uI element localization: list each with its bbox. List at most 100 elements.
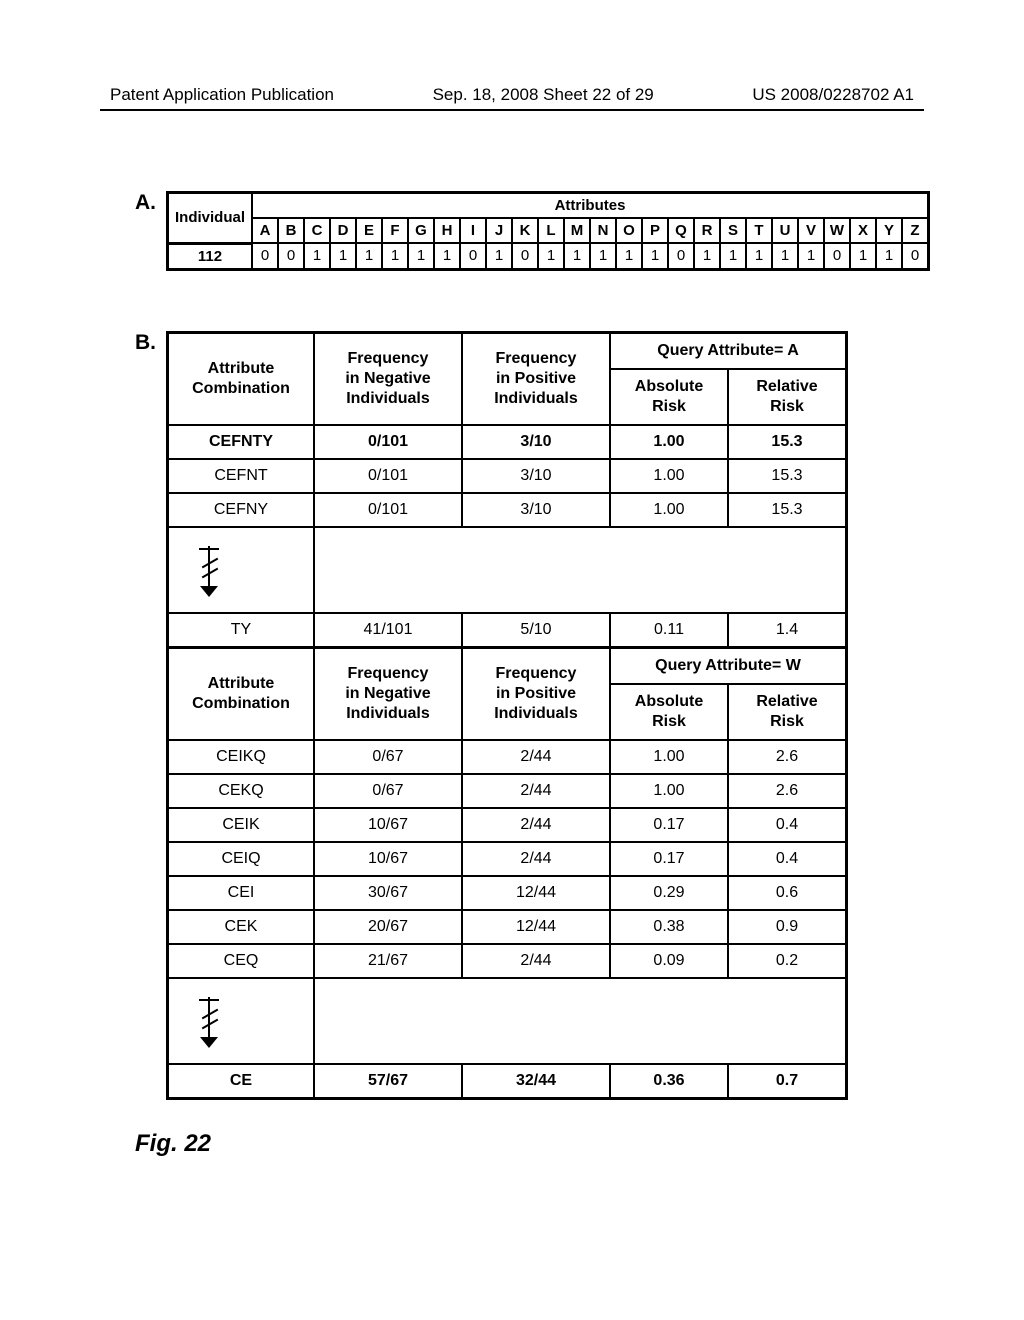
cell-abs: 1.00 [610,459,728,493]
table-row: TY 41/101 5/10 0.11 1.4 [168,613,847,648]
attr-value-cell: 1 [304,243,330,269]
abs-head-text: AbsoluteRisk [635,693,703,730]
attr-value-cell: 1 [772,243,798,269]
col-pos-head-w: Frequencyin PositiveIndividuals [462,647,610,740]
table-row: CEFNY0/1013/101.0015.3 [168,493,847,527]
attr-col-head: J [486,218,512,243]
neg-head-text: Frequencyin NegativeIndividuals [345,665,430,722]
cell-rel: 0.4 [728,842,847,876]
cell-rel: 15.3 [728,459,847,493]
attr-col-head: P [642,218,668,243]
cell-neg: 20/67 [314,910,462,944]
cell-rel: 15.3 [728,493,847,527]
cell-pos: 12/44 [462,910,610,944]
cell-abs: 1.00 [610,740,728,774]
cell-rel: 0.6 [728,876,847,910]
cell-rel: 0.7 [728,1064,847,1099]
table-row: AttributeCombination Frequencyin Negativ… [168,332,847,369]
table-row: Individual Attributes [168,193,929,219]
table-row [168,527,847,613]
cell-combo: CEKQ [168,774,315,808]
table-row: CEFNTY0/1013/101.0015.3 [168,425,847,459]
attr-col-head: M [564,218,590,243]
continuation-arrow-icon [199,997,219,1047]
attr-value-cell: 1 [798,243,824,269]
cell-pos: 2/44 [462,808,610,842]
attr-col-head: X [850,218,876,243]
cell-rel: 1.4 [728,613,847,648]
attr-value-cell: 1 [538,243,564,269]
attr-value-cell: 0 [512,243,538,269]
combo-head-text: AttributeCombination [192,360,290,397]
cell-neg: 10/67 [314,808,462,842]
attr-value-cell: 1 [642,243,668,269]
attr-col-head: F [382,218,408,243]
table-a: Individual Attributes ABCDEFGHIJKLMNOPQR… [166,191,930,271]
attr-value-cell: 1 [564,243,590,269]
attr-value-cell: 1 [746,243,772,269]
cell-neg: 41/101 [314,613,462,648]
individual-id: 112 [168,243,253,269]
section-a: A. Individual Attributes ABCDEFGHIJKLMNO… [135,191,1024,271]
table-row [168,978,847,1064]
cell-neg: 0/101 [314,493,462,527]
rel-head-text: RelativeRisk [756,378,817,415]
cell-pos: 3/10 [462,493,610,527]
cell-pos: 12/44 [462,876,610,910]
attr-col-head: S [720,218,746,243]
attr-value-cell: 1 [434,243,460,269]
cell-abs: 0.17 [610,842,728,876]
cell-neg: 57/67 [314,1064,462,1099]
group-a-body: CEFNTY0/1013/101.0015.3CEFNT0/1013/101.0… [168,425,847,527]
cell-neg: 10/67 [314,842,462,876]
combo-head-text: AttributeCombination [192,675,290,712]
cell-pos: 32/44 [462,1064,610,1099]
attr-value-cell: 1 [382,243,408,269]
cell-neg: 0/101 [314,459,462,493]
col-abs-head-w: AbsoluteRisk [610,684,728,740]
attr-col-head: B [278,218,304,243]
cell-abs: 0.11 [610,613,728,648]
cell-combo: CEIQ [168,842,315,876]
attr-value-cell: 0 [668,243,694,269]
rel-head-text: RelativeRisk [756,693,817,730]
table-row: CEKQ0/672/441.002.6 [168,774,847,808]
table-row: 112 00111111010111110111110110 [168,243,929,269]
attr-col-head: L [538,218,564,243]
cell-pos: 2/44 [462,842,610,876]
attr-col-head: N [590,218,616,243]
cell-combo: CEIKQ [168,740,315,774]
cell-pos: 3/10 [462,459,610,493]
col-combo-head: AttributeCombination [168,332,315,425]
attr-col-head: R [694,218,720,243]
individual-head: Individual [168,193,253,244]
page-header: Patent Application Publication Sep. 18, … [0,0,1024,109]
header-right: US 2008/0228702 A1 [752,85,914,105]
attr-value-cell: 0 [902,243,929,269]
empty-cell [314,527,847,613]
table-row: CEIK10/672/440.170.4 [168,808,847,842]
cell-pos: 5/10 [462,613,610,648]
attr-col-head: Z [902,218,929,243]
attr-col-head: E [356,218,382,243]
attr-col-head: C [304,218,330,243]
cell-combo: CEQ [168,944,315,978]
attr-value-cell: 1 [590,243,616,269]
cell-pos: 2/44 [462,740,610,774]
pos-head-text: Frequencyin PositiveIndividuals [494,665,578,722]
attr-value-cell: 0 [460,243,486,269]
section-a-label: A. [135,191,156,215]
cell-neg: 0/67 [314,740,462,774]
continuation-arrow-icon [199,546,219,596]
cell-rel: 0.4 [728,808,847,842]
attr-value-cell: 1 [486,243,512,269]
neg-head-text: Frequencyin NegativeIndividuals [345,350,430,407]
pos-head-text: Frequencyin PositiveIndividuals [494,350,578,407]
col-neg-head-w: Frequencyin NegativeIndividuals [314,647,462,740]
cell-abs: 1.00 [610,493,728,527]
empty-cell [314,978,847,1064]
cell-neg: 30/67 [314,876,462,910]
table-row: CEI30/6712/440.290.6 [168,876,847,910]
attr-value-cell: 1 [330,243,356,269]
attr-value-cell: 1 [616,243,642,269]
